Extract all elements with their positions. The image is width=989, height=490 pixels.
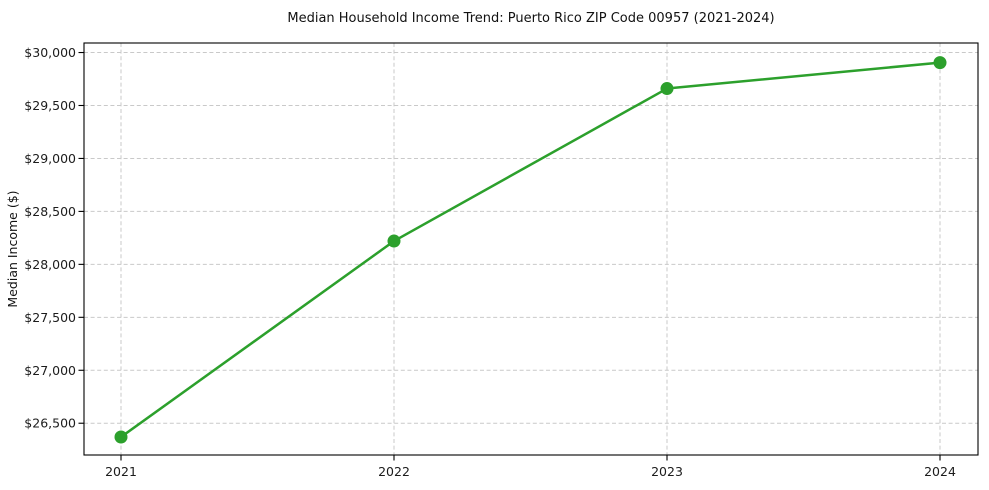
gridlines bbox=[84, 43, 978, 455]
data-point-2024 bbox=[933, 56, 947, 70]
x-tick-label: 2023 bbox=[651, 464, 683, 479]
chart-title: Median Household Income Trend: Puerto Ri… bbox=[287, 11, 774, 26]
data-point-2022 bbox=[387, 234, 401, 248]
y-tick-label: $29,500 bbox=[24, 98, 76, 113]
x-tick-label: 2024 bbox=[924, 464, 956, 479]
y-axis-label: Median Income ($) bbox=[5, 190, 20, 307]
trend-line bbox=[119, 61, 942, 439]
y-tick-label: $28,000 bbox=[24, 257, 76, 272]
plot-border bbox=[83, 42, 979, 456]
data-point-2023 bbox=[660, 82, 674, 96]
x-tick-label: 2021 bbox=[105, 464, 137, 479]
y-tick-label: $27,000 bbox=[24, 363, 76, 378]
x-tick-label: 2022 bbox=[378, 464, 410, 479]
axis-ticks: $26,500 $27,000 $27,500 $28,000 $28,500 $29,0… bbox=[24, 45, 956, 479]
y-tick-label: $30,000 bbox=[24, 45, 76, 60]
y-tick-label: $27,500 bbox=[24, 310, 76, 325]
y-tick-label: $29,000 bbox=[24, 151, 76, 166]
y-tick-label: $26,500 bbox=[24, 416, 76, 431]
income-series bbox=[114, 56, 947, 444]
data-point-2021 bbox=[114, 430, 128, 444]
y-tick-label: $28,500 bbox=[24, 204, 76, 219]
